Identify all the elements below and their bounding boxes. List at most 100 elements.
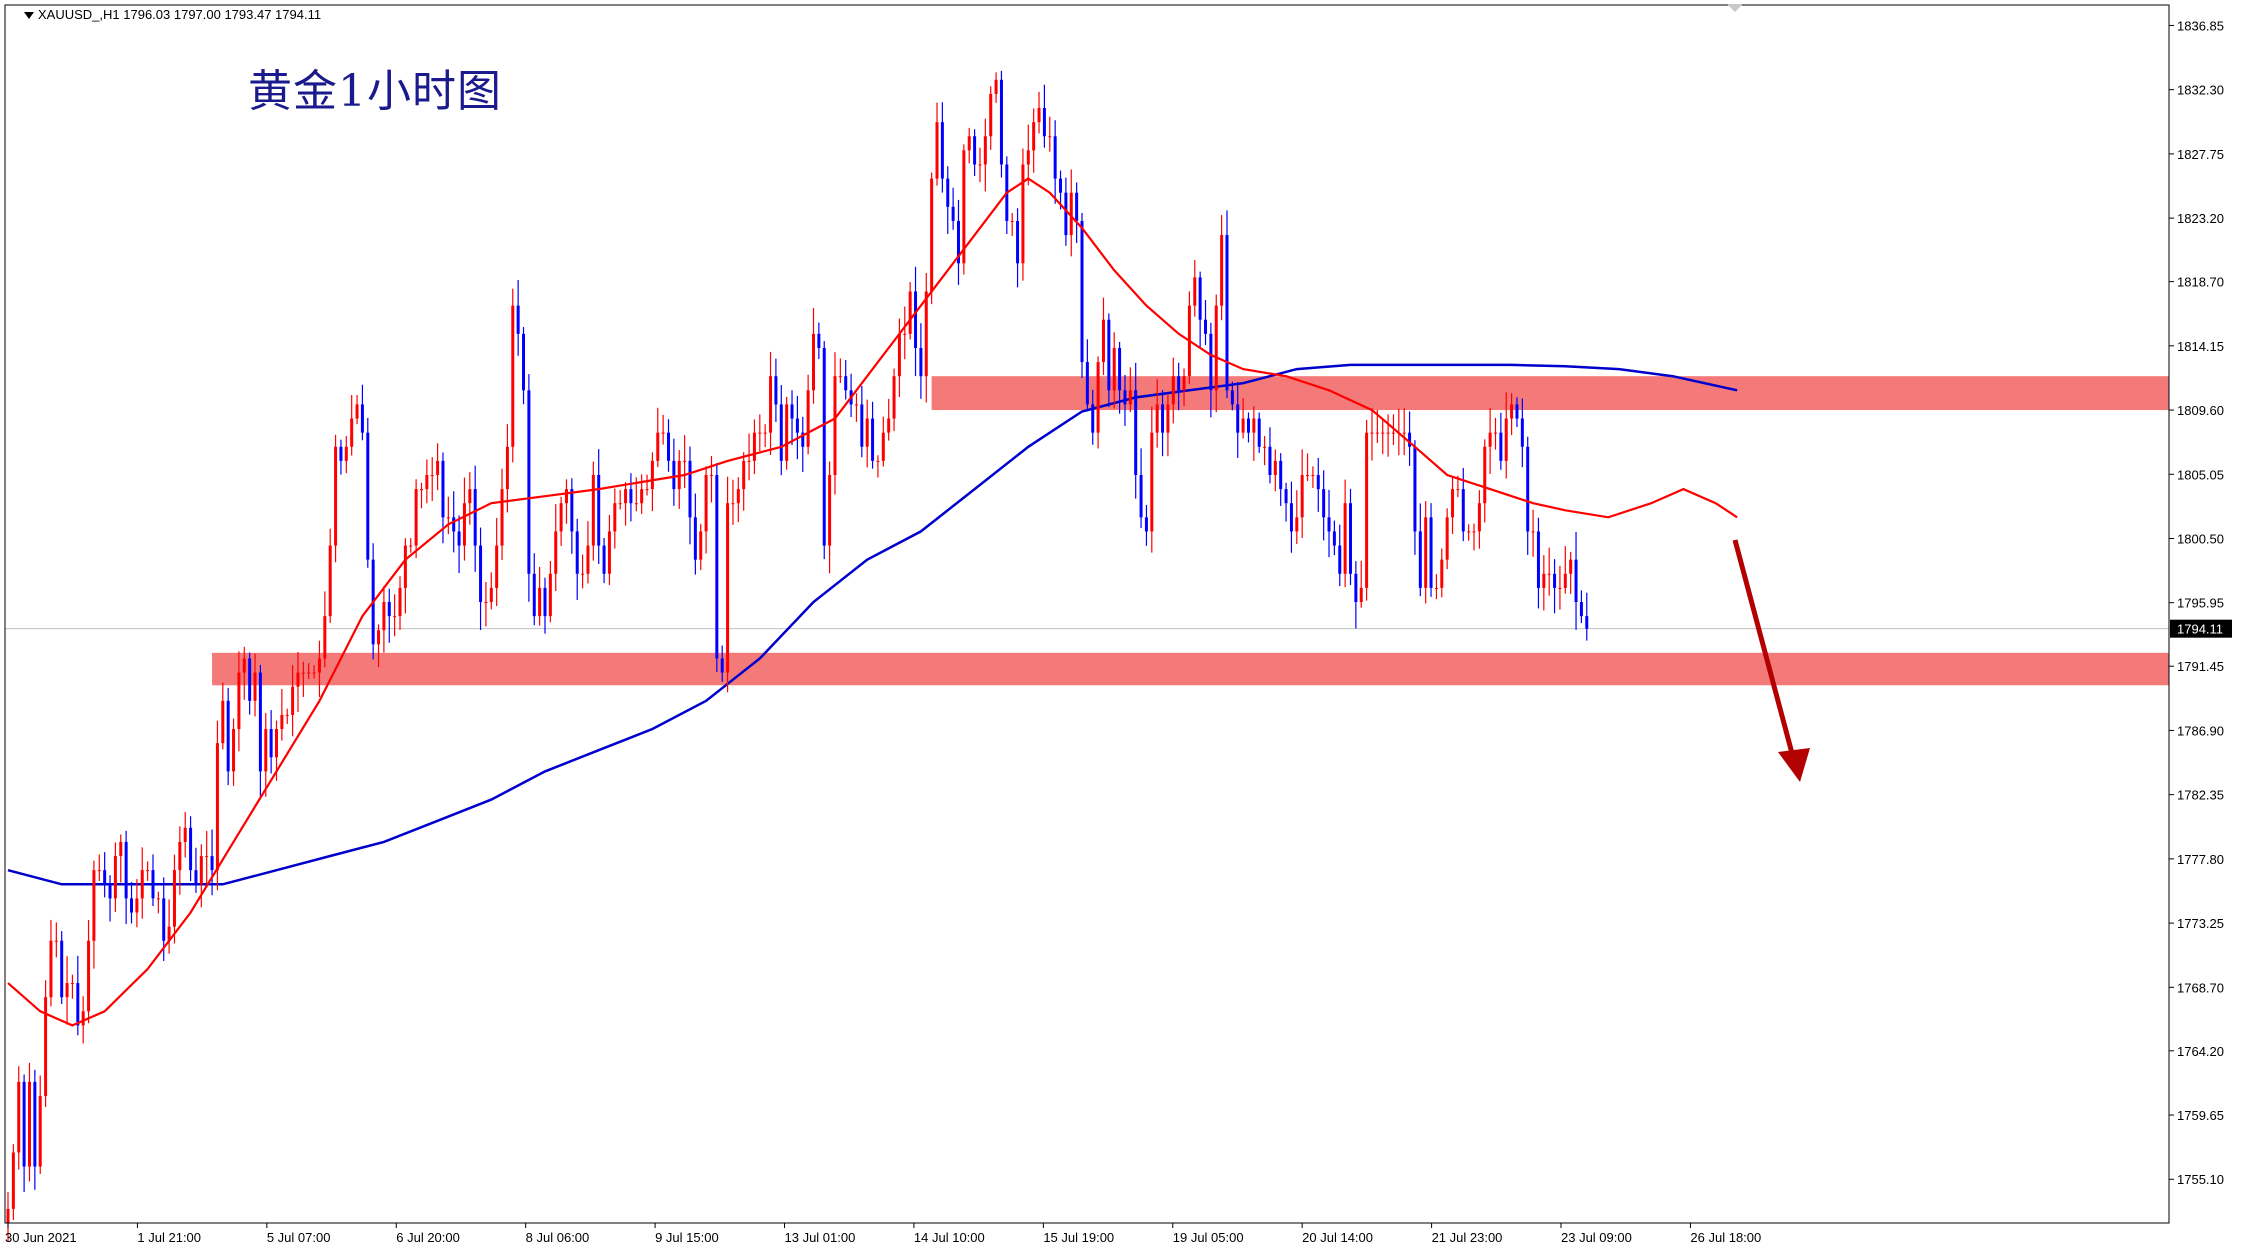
candle-body xyxy=(865,418,869,447)
x-tick-label: 6 Jul 20:00 xyxy=(396,1230,460,1245)
candle-body xyxy=(419,489,423,491)
candle-body xyxy=(436,460,440,475)
candle-body xyxy=(1365,432,1369,588)
candle-body xyxy=(887,418,891,433)
candle-body xyxy=(667,432,671,461)
candle-body xyxy=(946,178,950,207)
y-tick-label: 1827.75 xyxy=(2177,147,2224,162)
y-tick-label: 1795.95 xyxy=(2177,596,2224,611)
candle-body xyxy=(1091,404,1095,433)
candle-body xyxy=(505,446,509,490)
candle-body xyxy=(323,616,327,659)
y-tick-label: 1764.20 xyxy=(2177,1044,2224,1059)
candle-body xyxy=(264,729,268,772)
candle-body xyxy=(81,1011,85,1026)
price-label-bg xyxy=(2170,619,2232,638)
candle-body xyxy=(1429,517,1433,588)
candle-body xyxy=(1241,418,1245,433)
candle-body xyxy=(1418,531,1422,588)
y-tick-label: 1823.20 xyxy=(2177,211,2224,226)
candle-body xyxy=(366,432,370,560)
candle-body xyxy=(484,602,488,604)
candle-body xyxy=(1520,418,1524,447)
y-tick-label: 1786.90 xyxy=(2177,723,2224,738)
candle-body xyxy=(973,136,977,165)
candle-body xyxy=(742,460,746,490)
candle-body xyxy=(1123,390,1127,405)
support-zone xyxy=(212,652,2169,686)
candle-body xyxy=(844,376,848,391)
scroll-marker-icon[interactable] xyxy=(1727,4,1743,12)
x-tick-label: 26 Jul 18:00 xyxy=(1690,1230,1761,1245)
candle-body xyxy=(382,602,386,631)
candle-body xyxy=(350,418,354,447)
candle-body xyxy=(597,474,601,546)
candle-body xyxy=(194,870,198,885)
candle-body xyxy=(1547,573,1551,575)
candle-body xyxy=(1139,474,1143,518)
candle-body xyxy=(650,460,654,490)
candle-body xyxy=(108,884,112,899)
candle-body xyxy=(812,333,815,391)
candle-body xyxy=(1542,573,1546,588)
candle-body xyxy=(994,79,998,94)
candle-body xyxy=(930,178,934,292)
x-tick-label: 30 Jun 2021 xyxy=(5,1230,77,1245)
candle-body xyxy=(581,573,585,575)
candle-body xyxy=(833,376,837,475)
plot-frame xyxy=(4,4,2170,1224)
y-tick-label: 1836.85 xyxy=(2177,18,2224,33)
candle-body xyxy=(645,489,649,491)
candle-body xyxy=(44,997,48,1096)
candle-body xyxy=(1563,573,1567,588)
candle-body xyxy=(248,658,252,701)
candle-body xyxy=(307,672,311,674)
candle-body xyxy=(1391,432,1395,434)
y-tick-label: 1809.60 xyxy=(2177,403,2224,418)
candle-body xyxy=(398,587,402,617)
candle-body xyxy=(189,827,193,871)
candle-body xyxy=(532,573,536,617)
candle-body xyxy=(1032,122,1036,151)
candle-body xyxy=(1155,404,1159,433)
candle-body xyxy=(269,729,273,758)
candle-body xyxy=(232,729,236,772)
candle-body xyxy=(1053,136,1057,179)
candle-body xyxy=(752,432,756,461)
candle-body xyxy=(709,474,713,476)
candle-body xyxy=(774,376,778,405)
candle-body xyxy=(548,573,552,617)
header-dropdown-icon[interactable] xyxy=(24,12,34,19)
x-tick-label: 23 Jul 09:00 xyxy=(1561,1230,1632,1245)
candle-body xyxy=(403,545,407,588)
candle-body xyxy=(1193,277,1197,306)
candle-body xyxy=(500,489,504,546)
candle-body xyxy=(258,672,262,772)
chart-annotation-title: 黄金1小时图 xyxy=(248,66,502,117)
candle-body xyxy=(156,898,160,900)
candle-body xyxy=(1134,390,1138,475)
candle-body xyxy=(473,489,477,546)
candle-body xyxy=(914,291,918,348)
candle-body xyxy=(940,122,944,179)
y-tick-label: 1800.50 xyxy=(2177,531,2224,546)
y-tick-label: 1773.25 xyxy=(2177,916,2224,931)
candle-body xyxy=(613,503,617,532)
candle-body xyxy=(1230,390,1234,405)
y-tick-label: 1777.80 xyxy=(2177,852,2224,867)
candle-body xyxy=(919,347,923,377)
candle-body xyxy=(360,404,364,433)
x-tick-label: 5 Jul 07:00 xyxy=(267,1230,331,1245)
candle-body xyxy=(113,856,117,899)
candle-body xyxy=(1016,220,1020,264)
candle-body xyxy=(275,729,278,758)
candle-body xyxy=(425,474,429,490)
candle-body xyxy=(570,489,574,532)
candle-body xyxy=(822,347,826,546)
candle-body xyxy=(989,93,993,137)
candle-body xyxy=(1300,474,1304,518)
candle-body xyxy=(1085,362,1089,405)
candle-body xyxy=(527,390,531,574)
x-tick-label: 1 Jul 21:00 xyxy=(137,1230,201,1245)
